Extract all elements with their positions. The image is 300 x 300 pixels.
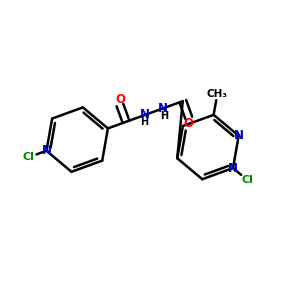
Text: O: O <box>184 117 194 130</box>
Text: N: N <box>140 108 150 122</box>
Text: CH₃: CH₃ <box>206 89 227 99</box>
Text: Cl: Cl <box>242 176 254 185</box>
Text: N: N <box>228 161 238 175</box>
Text: O: O <box>115 93 125 106</box>
Text: N: N <box>234 129 244 142</box>
Text: Cl: Cl <box>22 152 34 162</box>
Text: H: H <box>160 111 169 121</box>
Text: N: N <box>41 144 52 157</box>
Text: N: N <box>158 102 168 115</box>
Text: H: H <box>140 117 148 127</box>
